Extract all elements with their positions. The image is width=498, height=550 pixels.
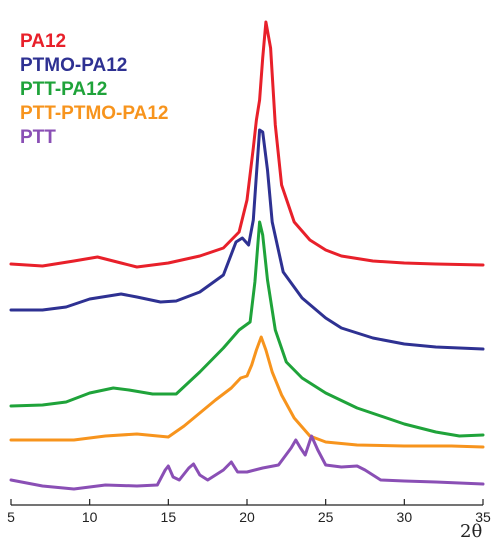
legend-entry-pa12: PA12	[20, 31, 66, 52]
series-lines	[9, 20, 485, 491]
series-line-ptmo-pa12	[9, 128, 485, 351]
series-line-ptt-ptmo-pa12	[9, 335, 485, 449]
x-tick-label: 25	[318, 509, 334, 525]
x-axis-label: 2θ	[460, 521, 482, 542]
legend-entry-ptmo-pa12: PTMO-PA12	[20, 55, 127, 76]
series-line-pa12	[9, 20, 485, 269]
x-tick-label: 15	[161, 509, 177, 525]
legend-entry-ptt-ptmo-pa12: PTT-PTMO-PA12	[20, 103, 169, 124]
x-axis-ticks: 5 10 15 20 25 30 35	[7, 499, 491, 525]
series-line-ptt-pa12	[9, 220, 485, 438]
x-tick-label: 20	[239, 509, 255, 525]
legend-entry-ptt: PTT	[20, 127, 56, 148]
x-tick-label: 5	[7, 509, 15, 525]
x-tick-label: 10	[82, 509, 98, 525]
series-line-ptt	[9, 434, 485, 491]
legend-entry-ptt-pa12: PTT-PA12	[20, 79, 107, 100]
x-tick-label: 30	[397, 509, 413, 525]
x-tick-label: 35	[475, 509, 491, 525]
legend: PA12 PTMO-PA12 PTT-PA12 PTT-PTMO-PA12 PTT	[20, 31, 169, 148]
